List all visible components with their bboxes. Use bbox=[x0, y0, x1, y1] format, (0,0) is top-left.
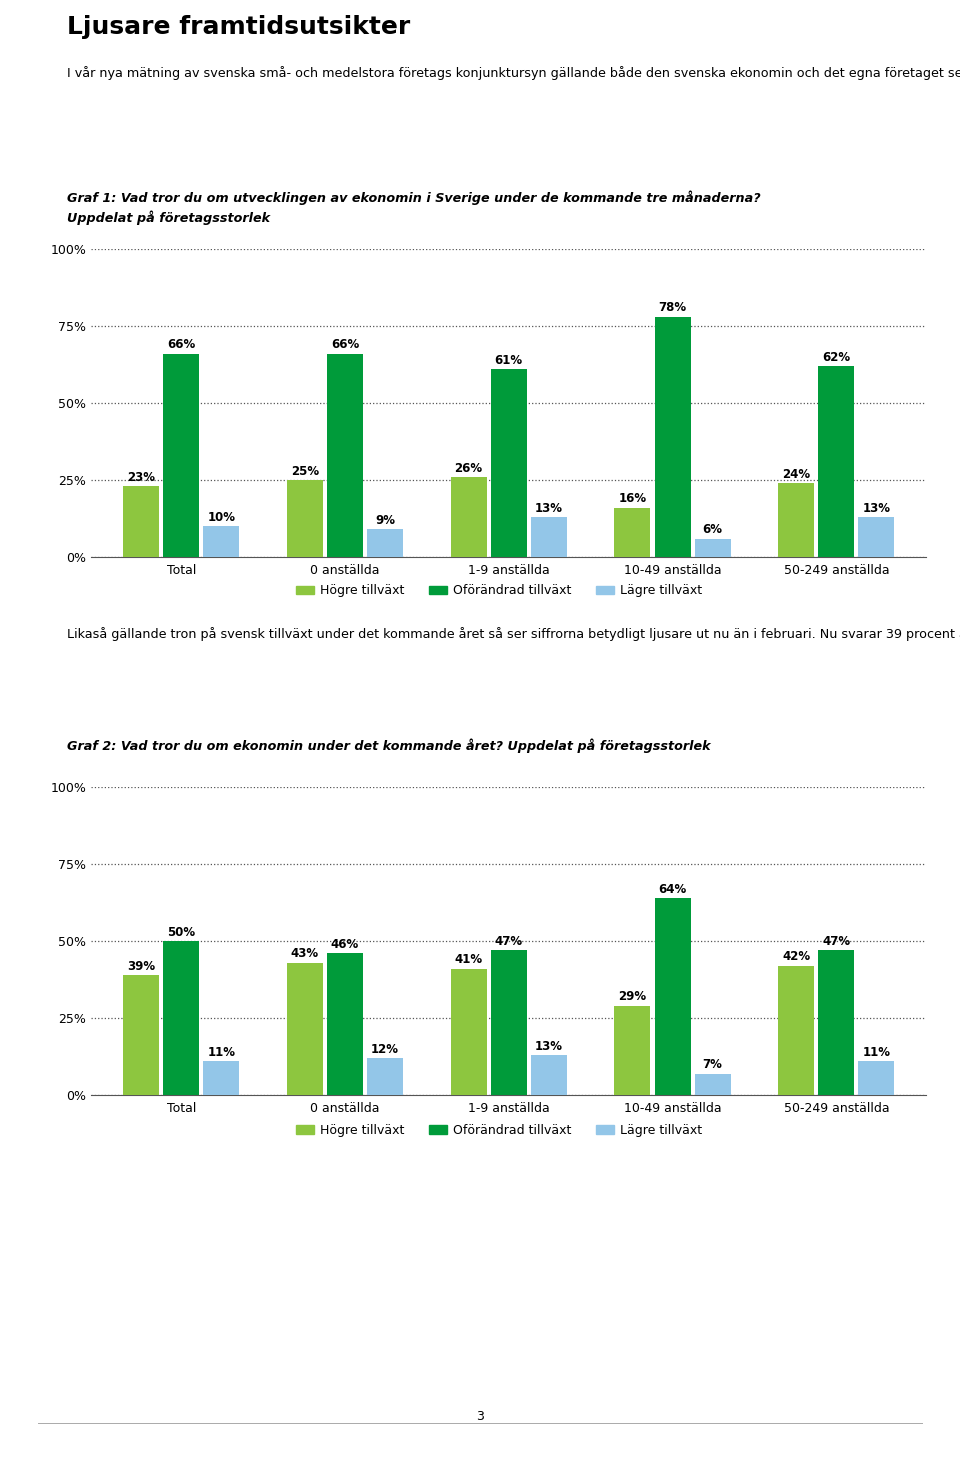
Text: 3: 3 bbox=[476, 1410, 484, 1423]
Bar bbox=[367, 529, 403, 557]
Text: I vår nya mätning av svenska små- och medelstora företags konjunktursyn gällande: I vår nya mätning av svenska små- och me… bbox=[67, 66, 960, 81]
Text: 62%: 62% bbox=[823, 350, 851, 364]
Bar bbox=[163, 941, 200, 1095]
Legend: Högre tillväxt, Oförändrad tillväxt, Lägre tillväxt: Högre tillväxt, Oförändrad tillväxt, Läg… bbox=[291, 579, 708, 603]
Bar bbox=[531, 517, 567, 557]
Text: 25%: 25% bbox=[291, 465, 319, 478]
Text: 39%: 39% bbox=[127, 960, 156, 972]
Text: 66%: 66% bbox=[331, 339, 359, 352]
Text: 42%: 42% bbox=[782, 950, 810, 963]
Bar bbox=[491, 950, 527, 1095]
Text: 26%: 26% bbox=[455, 462, 483, 475]
Bar bbox=[779, 966, 814, 1095]
Bar bbox=[818, 950, 854, 1095]
Text: 78%: 78% bbox=[659, 302, 686, 315]
Text: 23%: 23% bbox=[127, 471, 156, 484]
Bar bbox=[695, 1073, 731, 1095]
Text: 43%: 43% bbox=[291, 947, 319, 960]
Text: Graf 1: Vad tror du om utvecklingen av ekonomin i Sverige under de kommande tre : Graf 1: Vad tror du om utvecklingen av e… bbox=[67, 191, 761, 224]
Text: 11%: 11% bbox=[862, 1045, 891, 1058]
Text: Ljusare framtidsutsikter: Ljusare framtidsutsikter bbox=[67, 15, 411, 38]
Text: 46%: 46% bbox=[331, 938, 359, 951]
Text: 9%: 9% bbox=[375, 515, 396, 526]
Legend: Högre tillväxt, Oförändrad tillväxt, Lägre tillväxt: Högre tillväxt, Oförändrad tillväxt, Läg… bbox=[291, 1119, 708, 1142]
Text: 50%: 50% bbox=[167, 925, 195, 938]
Bar bbox=[123, 975, 159, 1095]
Bar bbox=[858, 1061, 895, 1095]
Bar bbox=[287, 963, 323, 1095]
Bar bbox=[858, 517, 895, 557]
Bar bbox=[818, 366, 854, 557]
Bar bbox=[450, 476, 487, 557]
Text: 10%: 10% bbox=[207, 510, 235, 523]
Text: 16%: 16% bbox=[618, 493, 646, 506]
Bar bbox=[163, 353, 200, 557]
Text: 13%: 13% bbox=[862, 501, 891, 515]
Text: 7%: 7% bbox=[703, 1058, 723, 1072]
Bar bbox=[327, 953, 363, 1095]
Text: 47%: 47% bbox=[823, 935, 851, 949]
Text: 64%: 64% bbox=[659, 883, 686, 896]
Bar bbox=[287, 481, 323, 557]
Bar bbox=[614, 507, 651, 557]
Text: 12%: 12% bbox=[372, 1042, 399, 1056]
Text: 13%: 13% bbox=[535, 1039, 563, 1053]
Text: 11%: 11% bbox=[207, 1045, 235, 1058]
Text: 47%: 47% bbox=[494, 935, 523, 949]
Bar bbox=[450, 969, 487, 1095]
Text: 6%: 6% bbox=[703, 523, 723, 537]
Bar bbox=[695, 538, 731, 557]
Text: 61%: 61% bbox=[494, 353, 523, 366]
Text: 24%: 24% bbox=[782, 468, 810, 481]
Bar bbox=[655, 317, 690, 557]
Text: 29%: 29% bbox=[618, 991, 646, 1003]
Bar bbox=[367, 1058, 403, 1095]
Bar bbox=[204, 526, 239, 557]
Bar bbox=[327, 353, 363, 557]
Text: 13%: 13% bbox=[535, 501, 563, 515]
Bar bbox=[655, 899, 690, 1095]
Bar bbox=[123, 487, 159, 557]
Text: 66%: 66% bbox=[167, 339, 196, 352]
Bar bbox=[531, 1056, 567, 1095]
Text: 41%: 41% bbox=[455, 953, 483, 966]
Bar bbox=[614, 1006, 651, 1095]
Bar bbox=[491, 369, 527, 557]
Text: Graf 2: Vad tror du om ekonomin under det kommande året? Uppdelat på företagssto: Graf 2: Vad tror du om ekonomin under de… bbox=[67, 739, 710, 754]
Bar bbox=[204, 1061, 239, 1095]
Bar bbox=[779, 484, 814, 557]
Text: Likaså gällande tron på svensk tillväxt under det kommande året så ser siffrorna: Likaså gällande tron på svensk tillväxt … bbox=[67, 627, 960, 642]
